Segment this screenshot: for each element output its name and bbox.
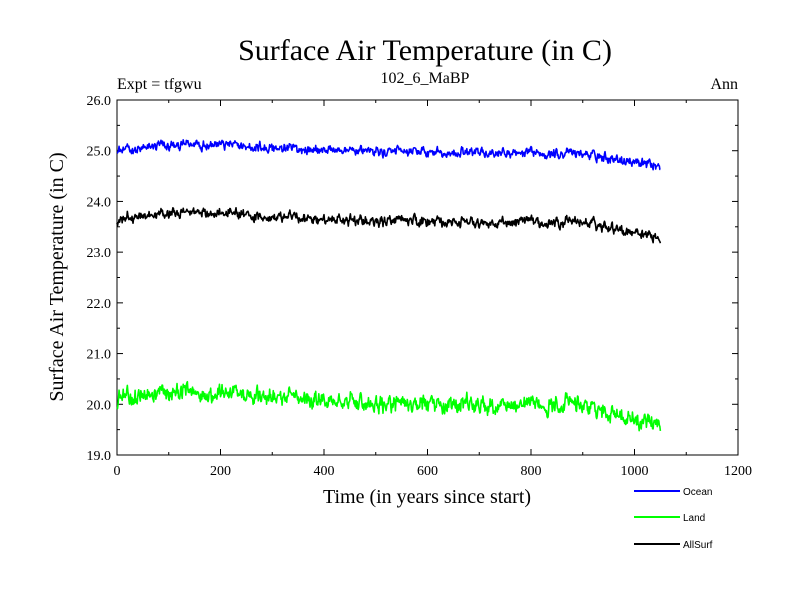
season-label: Ann [710,76,738,93]
x-tick-label: 1000 [621,464,649,479]
y-tick-label: 21.0 [87,348,112,363]
legend-label-allsurf: AllSurf [683,540,713,551]
series-line-land [116,380,662,432]
legend: Ocean Land AllSurf [634,487,713,551]
x-tick-label: 800 [521,464,542,479]
y-tick-label: 26.0 [87,94,112,109]
x-tick-label: 200 [210,464,231,479]
x-tick-label: 400 [314,464,335,479]
x-tick-label: 1200 [724,464,752,479]
y-tick-label: 23.0 [87,246,112,261]
y-tick-label: 22.0 [87,297,112,312]
series-line-ocean [116,139,661,171]
series-lines [116,139,662,432]
x-axis-label: Time (in years since start) [323,486,531,508]
legend-label-ocean: Ocean [683,487,712,498]
x-tick-label: 0 [114,464,121,479]
y-tick-label: 24.0 [87,195,112,210]
axis-ticks: 0 200 400 600 800 1000 1200 19.0 20.0 21.0 22.0 23.… [87,94,753,479]
experiment-label: Expt = tfgwu [117,76,202,93]
chart-title: Surface Air Temperature (in C) [238,34,612,67]
y-tick-label: 19.0 [87,449,112,464]
x-tick-label: 600 [417,464,438,479]
series-line-allsurf [116,206,662,244]
y-tick-label: 20.0 [87,398,112,413]
legend-label-land: Land [683,513,705,524]
y-axis-label: Surface Air Temperature (in C) [46,152,68,401]
y-tick-label: 25.0 [87,145,112,160]
chart-subtitle: 102_6_MaBP [381,70,470,87]
